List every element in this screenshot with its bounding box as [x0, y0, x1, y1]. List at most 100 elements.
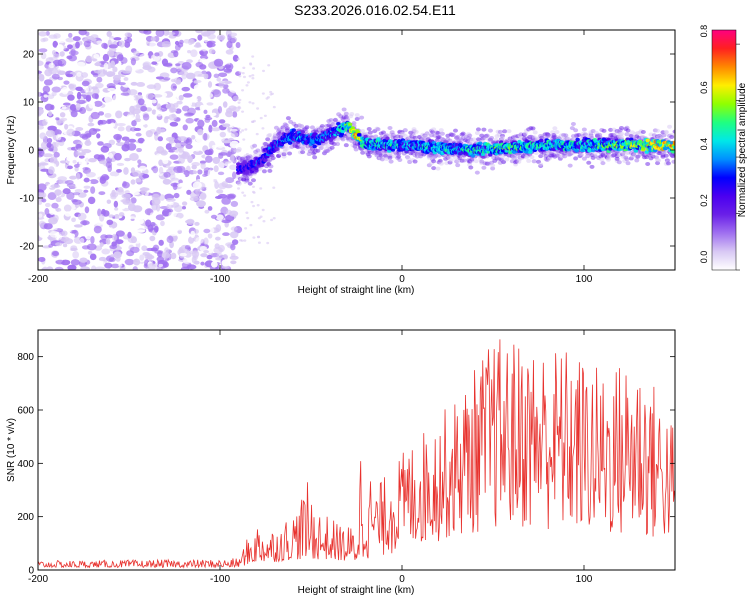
heatmap-cell — [170, 67, 178, 74]
heatmap-cell — [453, 128, 459, 133]
heatmap-cell — [461, 158, 467, 163]
heatmap-cell — [153, 82, 162, 91]
heatmap-cell — [38, 263, 42, 269]
heatmap-cell — [210, 112, 217, 117]
heatmap-cell — [249, 223, 253, 227]
heatmap-cell — [470, 153, 476, 158]
heatmap-cell — [51, 86, 61, 93]
heatmap-cell — [118, 40, 125, 48]
heatmap-cell — [124, 176, 131, 180]
heatmap-cell — [245, 211, 249, 214]
heatmap-cell — [242, 66, 246, 70]
heatmap-cell — [218, 119, 226, 124]
heatmap-cell — [195, 236, 204, 244]
heatmap-cell — [158, 239, 164, 246]
heatmap-cell — [212, 156, 221, 164]
heatmap-cell — [363, 134, 368, 139]
heatmap-cell — [245, 84, 249, 87]
heatmap-cell — [581, 127, 587, 132]
heatmap-cell — [178, 146, 184, 153]
heatmap-cell — [124, 41, 131, 48]
heatmap-cell — [145, 93, 154, 100]
heatmap-cell — [455, 163, 461, 168]
heatmap-cell — [66, 128, 75, 137]
heatmap-cell — [185, 144, 193, 150]
heatmap-cell — [116, 54, 124, 62]
heatmap-cell — [182, 258, 191, 264]
heatmap-cell — [57, 176, 67, 182]
heatmap-cell — [195, 188, 201, 197]
heatmap-cell — [182, 206, 187, 210]
heatmap-cell — [182, 93, 193, 98]
heatmap-cell — [149, 212, 155, 217]
heatmap-cell — [56, 37, 66, 44]
heatmap-cell — [83, 40, 91, 48]
heatmap-cell — [272, 186, 276, 189]
heatmap-cell — [158, 166, 164, 174]
heatmap-cell — [475, 127, 481, 132]
heatmap-cell — [232, 95, 240, 101]
heatmap-cell — [199, 160, 207, 164]
heatmap-cell — [145, 107, 153, 112]
heatmap-cell — [329, 145, 335, 150]
heatmap-cell — [138, 165, 147, 171]
heatmap-cell — [174, 204, 183, 213]
heatmap-cell — [216, 189, 224, 194]
heatmap-cell — [230, 131, 239, 138]
heatmap-cell — [38, 70, 43, 74]
heatmap-cell — [168, 114, 177, 121]
heatmap-cell — [252, 185, 256, 188]
heatmap-cell — [667, 124, 673, 129]
heatmap-cell — [195, 137, 203, 143]
heatmap-cell — [109, 226, 114, 234]
heatmap-cell — [243, 194, 247, 197]
heatmap-cell — [191, 164, 197, 170]
heatmap-cell — [88, 158, 97, 163]
heatmap-cell — [159, 227, 168, 234]
heatmap-cell — [244, 178, 250, 183]
heatmap-cell — [161, 251, 171, 259]
heatmap-cell — [262, 69, 266, 73]
heatmap-cell — [95, 266, 106, 270]
heatmap-cell — [89, 37, 97, 42]
heatmap-cell — [195, 42, 201, 48]
heatmap-cell — [121, 80, 132, 88]
heatmap-cell — [213, 165, 219, 173]
heatmap-cell — [118, 263, 123, 267]
heatmap-cell — [38, 200, 43, 206]
heatmap-cell — [208, 124, 213, 133]
heatmap-cell — [529, 155, 535, 160]
heatmap-cell — [59, 236, 70, 242]
heatmap-cell — [153, 225, 159, 233]
heatmap-cell — [448, 158, 454, 163]
heatmap-cell — [238, 131, 242, 134]
heatmap-cell — [216, 142, 224, 149]
heatmap-cell — [379, 157, 385, 162]
heatmap-cell — [224, 64, 232, 69]
heatmap-cell — [341, 107, 347, 112]
heatmap-cell — [478, 141, 483, 146]
heatmap-cell — [174, 40, 180, 46]
heatmap-cell — [501, 160, 507, 165]
heatmap-cell — [206, 102, 214, 106]
heatmap-cell — [232, 110, 238, 118]
heatmap-cell — [188, 250, 199, 255]
heatmap-cell — [215, 214, 224, 221]
heatmap-cell — [64, 123, 69, 130]
heatmap-cell — [101, 42, 108, 49]
heatmap-cell — [484, 133, 490, 138]
heatmap-cell — [81, 72, 89, 78]
heatmap-cell — [123, 167, 129, 175]
heatmap-cell — [216, 239, 221, 244]
heatmap-cell — [39, 132, 47, 140]
heatmap-cell — [246, 81, 250, 84]
heatmap-cell — [375, 127, 381, 132]
heatmap-cell — [40, 52, 47, 60]
heatmap-cell — [90, 235, 95, 244]
heatmap-cell — [130, 197, 137, 204]
heatmap-cell — [93, 100, 103, 107]
heatmap-cell — [186, 264, 197, 270]
heatmap-cell — [251, 190, 255, 194]
heatmap-cell — [85, 31, 90, 37]
heatmap-cell — [169, 121, 179, 127]
